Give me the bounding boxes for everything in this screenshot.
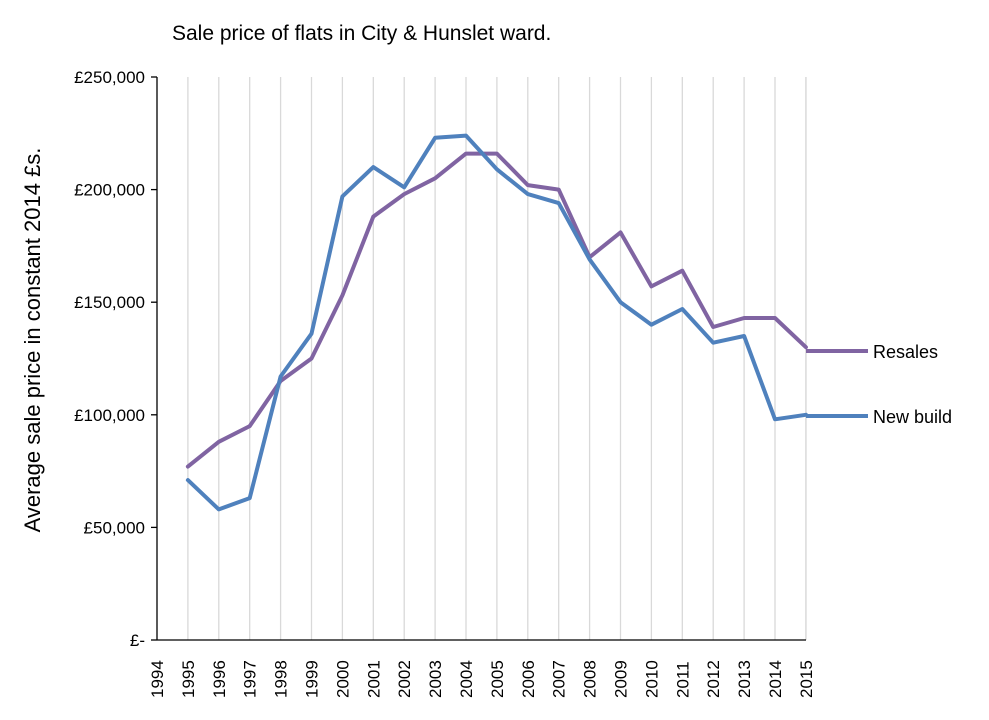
y-tick-label: £- xyxy=(130,631,145,650)
x-tick-label: 1999 xyxy=(303,660,322,698)
x-tick-label: 2014 xyxy=(766,660,785,698)
x-tick-label: 2002 xyxy=(395,660,414,698)
axes xyxy=(151,76,806,641)
x-tick-label: 1998 xyxy=(272,660,291,698)
y-tick-label: £150,000 xyxy=(74,293,145,312)
y-tick-label: £100,000 xyxy=(74,406,145,425)
x-tick-label: 1994 xyxy=(148,660,167,698)
x-tick-label: 1996 xyxy=(210,660,229,698)
x-tick-label: 2000 xyxy=(333,660,352,698)
series-line-resales xyxy=(185,151,808,469)
legend-label-new-build: New build xyxy=(873,407,952,427)
x-tick-labels: 1994 1995 1996 1997 1998 1999 2000 2001 2002 2003… xyxy=(148,660,816,698)
x-tick-label: 2011 xyxy=(673,661,692,698)
series-line-new-build xyxy=(185,133,808,512)
x-tick-label: 2009 xyxy=(612,660,631,698)
x-tick-label: 2006 xyxy=(519,660,538,698)
x-tick-label: 2013 xyxy=(735,660,754,698)
series-lines: Resales New build xyxy=(185,133,952,512)
x-tick-label: 2007 xyxy=(550,660,569,698)
x-tick-label: 2003 xyxy=(426,660,445,698)
y-axis-label: Average sale price in constant 2014 £s. xyxy=(20,148,45,533)
gridlines xyxy=(187,77,807,640)
chart-title: Sale price of flats in City & Hunslet wa… xyxy=(172,22,551,45)
x-tick-label: 2005 xyxy=(488,660,507,698)
y-tick-label: £50,000 xyxy=(84,518,145,537)
x-tick-label: 1995 xyxy=(179,660,198,698)
legend-label-resales: Resales xyxy=(873,342,938,362)
x-tick-label: 1997 xyxy=(241,660,260,698)
x-tick-label: 2008 xyxy=(581,660,600,698)
x-tick-label: 2010 xyxy=(642,660,661,698)
x-tick-label: 2004 xyxy=(457,660,476,698)
x-tick-label: 2001 xyxy=(364,660,383,698)
x-tick-label: 2012 xyxy=(704,660,723,698)
y-tick-labels: £- £50,000 £100,000 £150,000 £200,000 £250,00… xyxy=(74,68,145,650)
y-tick-label: £200,000 xyxy=(74,181,145,200)
y-tick-label: £250,000 xyxy=(74,68,145,87)
x-tick-label: 2015 xyxy=(797,660,816,698)
